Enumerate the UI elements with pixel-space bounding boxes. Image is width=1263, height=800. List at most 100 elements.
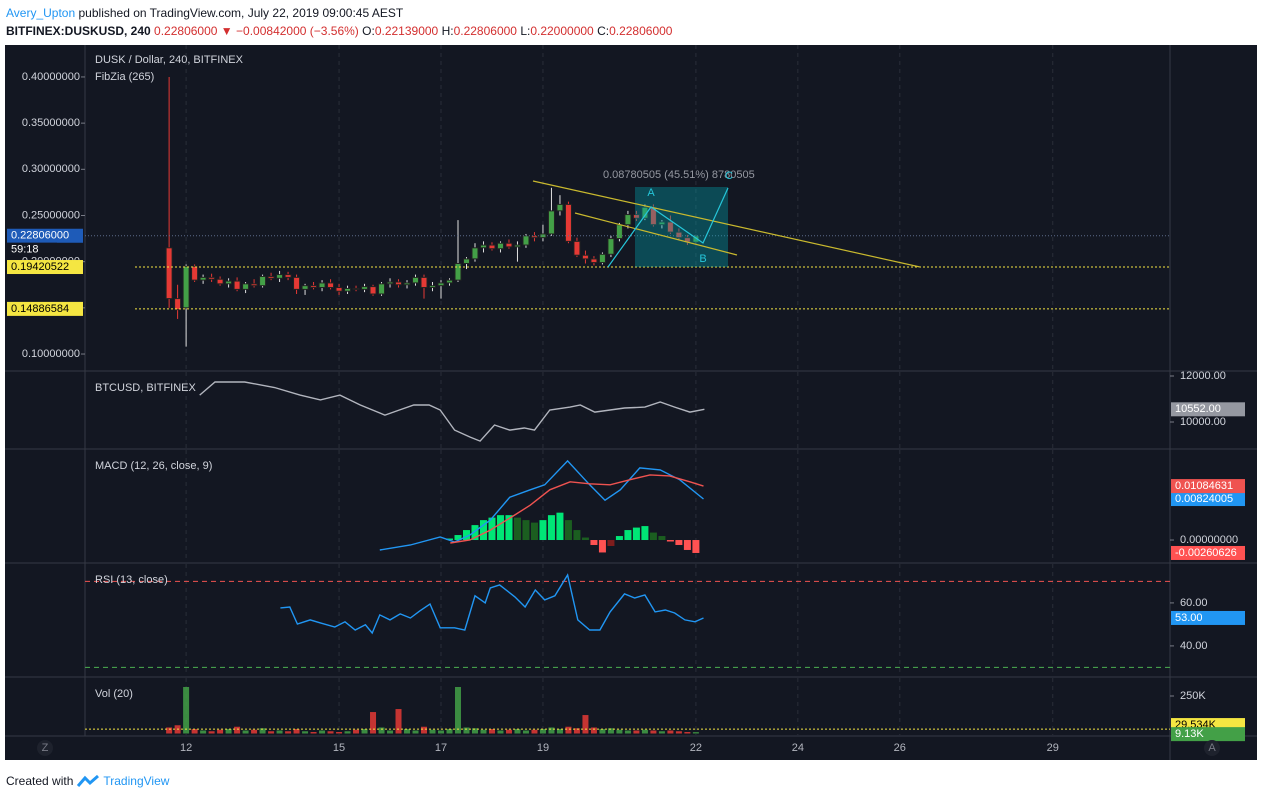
arrow: ▼ xyxy=(220,24,233,38)
histogram-bar xyxy=(462,530,470,541)
volume-bar xyxy=(607,728,614,734)
y-tick-label: 0.30000000 xyxy=(22,163,80,175)
volume-bar xyxy=(344,731,351,734)
symbol: BITFINEX:DUSKUSD, 240 xyxy=(6,24,151,38)
ohlc-label: O: xyxy=(362,24,375,38)
pane-title: RSI (13, close) xyxy=(95,574,168,586)
candle-body xyxy=(624,214,632,226)
candle-body xyxy=(658,221,666,226)
histogram-bar xyxy=(649,532,657,541)
volume-bar xyxy=(582,715,589,734)
volume-bar xyxy=(497,730,504,734)
price-label-box xyxy=(7,228,83,243)
histogram-bar xyxy=(505,515,513,541)
y-tick-label: 0.00000000 xyxy=(1180,534,1238,546)
price-label: -0.00260626 xyxy=(1175,547,1237,559)
price-label-box xyxy=(1171,402,1245,417)
histogram-bar xyxy=(624,530,632,541)
ohlc-label: C: xyxy=(597,24,610,38)
volume-bar xyxy=(421,726,428,734)
header: Avery_Upton published on TradingView.com… xyxy=(6,4,672,40)
volume-bar xyxy=(225,729,232,734)
y-tick-label: 0.40000000 xyxy=(22,71,80,83)
volume-bar xyxy=(692,732,699,734)
candle-body xyxy=(632,214,640,219)
candle-body xyxy=(225,280,233,285)
volume-bar xyxy=(454,687,461,734)
x-tick-label: 19 xyxy=(537,742,549,754)
candle-body xyxy=(165,247,173,300)
y-tick-label: 0.25000000 xyxy=(22,209,80,221)
auto-scale-button[interactable] xyxy=(1204,740,1220,756)
candle-body xyxy=(496,242,504,250)
volume-bar xyxy=(463,727,470,734)
candle-body xyxy=(208,276,216,280)
volume-bar xyxy=(183,687,190,734)
pattern-point: A xyxy=(647,187,655,199)
histogram-bar xyxy=(692,540,700,553)
x-tick-label: 15 xyxy=(333,742,345,754)
volume-bar xyxy=(361,729,368,734)
y-tick-label: 0.35000000 xyxy=(22,117,80,129)
volume-bar xyxy=(505,729,512,734)
x-tick-label: 26 xyxy=(894,742,906,754)
auto-scale-icon[interactable]: A xyxy=(1208,742,1216,754)
volume-bar xyxy=(251,729,258,734)
volume-bar xyxy=(378,727,385,734)
volume-bar xyxy=(667,730,674,734)
candle-body xyxy=(250,283,258,287)
author[interactable]: Avery_Upton xyxy=(6,6,76,20)
volume-bar xyxy=(488,729,495,734)
price-label-box xyxy=(1171,492,1245,507)
y-tick-label: 250K xyxy=(1180,690,1206,702)
histogram-bar xyxy=(666,540,674,542)
pane-title: MACD (12, 26, close, 9) xyxy=(95,460,212,472)
histogram-bar xyxy=(556,512,564,541)
volume-bar xyxy=(310,732,317,734)
volume-bar xyxy=(599,729,606,734)
zoom-button[interactable] xyxy=(37,740,53,756)
volume-bar xyxy=(327,731,334,734)
volume-bar xyxy=(616,729,623,734)
candle-body xyxy=(361,286,369,290)
price-label: 0.19420522 xyxy=(11,261,69,273)
histogram-bar xyxy=(513,517,521,541)
ohlc-label: L: xyxy=(520,24,531,38)
price: 0.22806000 xyxy=(154,24,218,38)
candle-body xyxy=(199,276,207,281)
price-label-box xyxy=(1171,479,1245,494)
series-line xyxy=(199,381,705,442)
candle-body xyxy=(259,275,267,287)
candle-body xyxy=(191,265,199,281)
volume-bar xyxy=(514,729,521,734)
histogram-bar xyxy=(479,520,487,541)
volume-bar xyxy=(395,709,402,734)
ohlc: O:0.22139000 H:0.22806000 L:0.22000000 C… xyxy=(362,24,672,38)
histogram-bar xyxy=(496,515,504,541)
x-tick-label: 29 xyxy=(1047,742,1059,754)
candle-body xyxy=(437,282,445,287)
volume-bar xyxy=(353,729,360,734)
candle-body xyxy=(641,206,649,219)
candle-body xyxy=(429,285,437,289)
trend-line xyxy=(574,212,738,256)
histogram-bar xyxy=(607,540,615,546)
volume-bar xyxy=(446,729,453,734)
zoom-icon[interactable]: Z xyxy=(42,742,49,754)
y-tick-label: 0.10000000 xyxy=(22,348,80,360)
volume-bar xyxy=(336,732,343,734)
candle-body xyxy=(420,276,428,289)
candle-body xyxy=(174,298,182,311)
volume-bar xyxy=(556,729,563,734)
brand[interactable]: TradingView xyxy=(103,774,170,788)
price-label: 0.01084631 xyxy=(1175,480,1233,492)
publish-line: Avery_Upton published on TradingView.com… xyxy=(6,4,672,22)
trend-line xyxy=(532,180,921,268)
x-tick-label: 22 xyxy=(690,742,702,754)
y-tick-label: 10000.00 xyxy=(1180,416,1226,428)
volume-bar xyxy=(675,731,682,734)
footer-text: Created with xyxy=(6,774,74,788)
pane-borders xyxy=(5,45,1257,760)
histogram-bar xyxy=(547,515,555,541)
